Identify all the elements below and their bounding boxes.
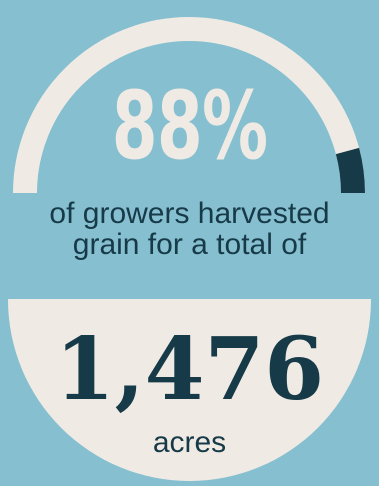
percent-value: 88% xyxy=(111,72,268,181)
stat-caption: of growers harvested grain for a total o… xyxy=(49,197,330,261)
gauge-remaining xyxy=(335,147,365,194)
gauge-track xyxy=(13,17,365,194)
acre-total: 1,476 xyxy=(54,319,325,420)
acre-unit: acres xyxy=(152,426,227,459)
